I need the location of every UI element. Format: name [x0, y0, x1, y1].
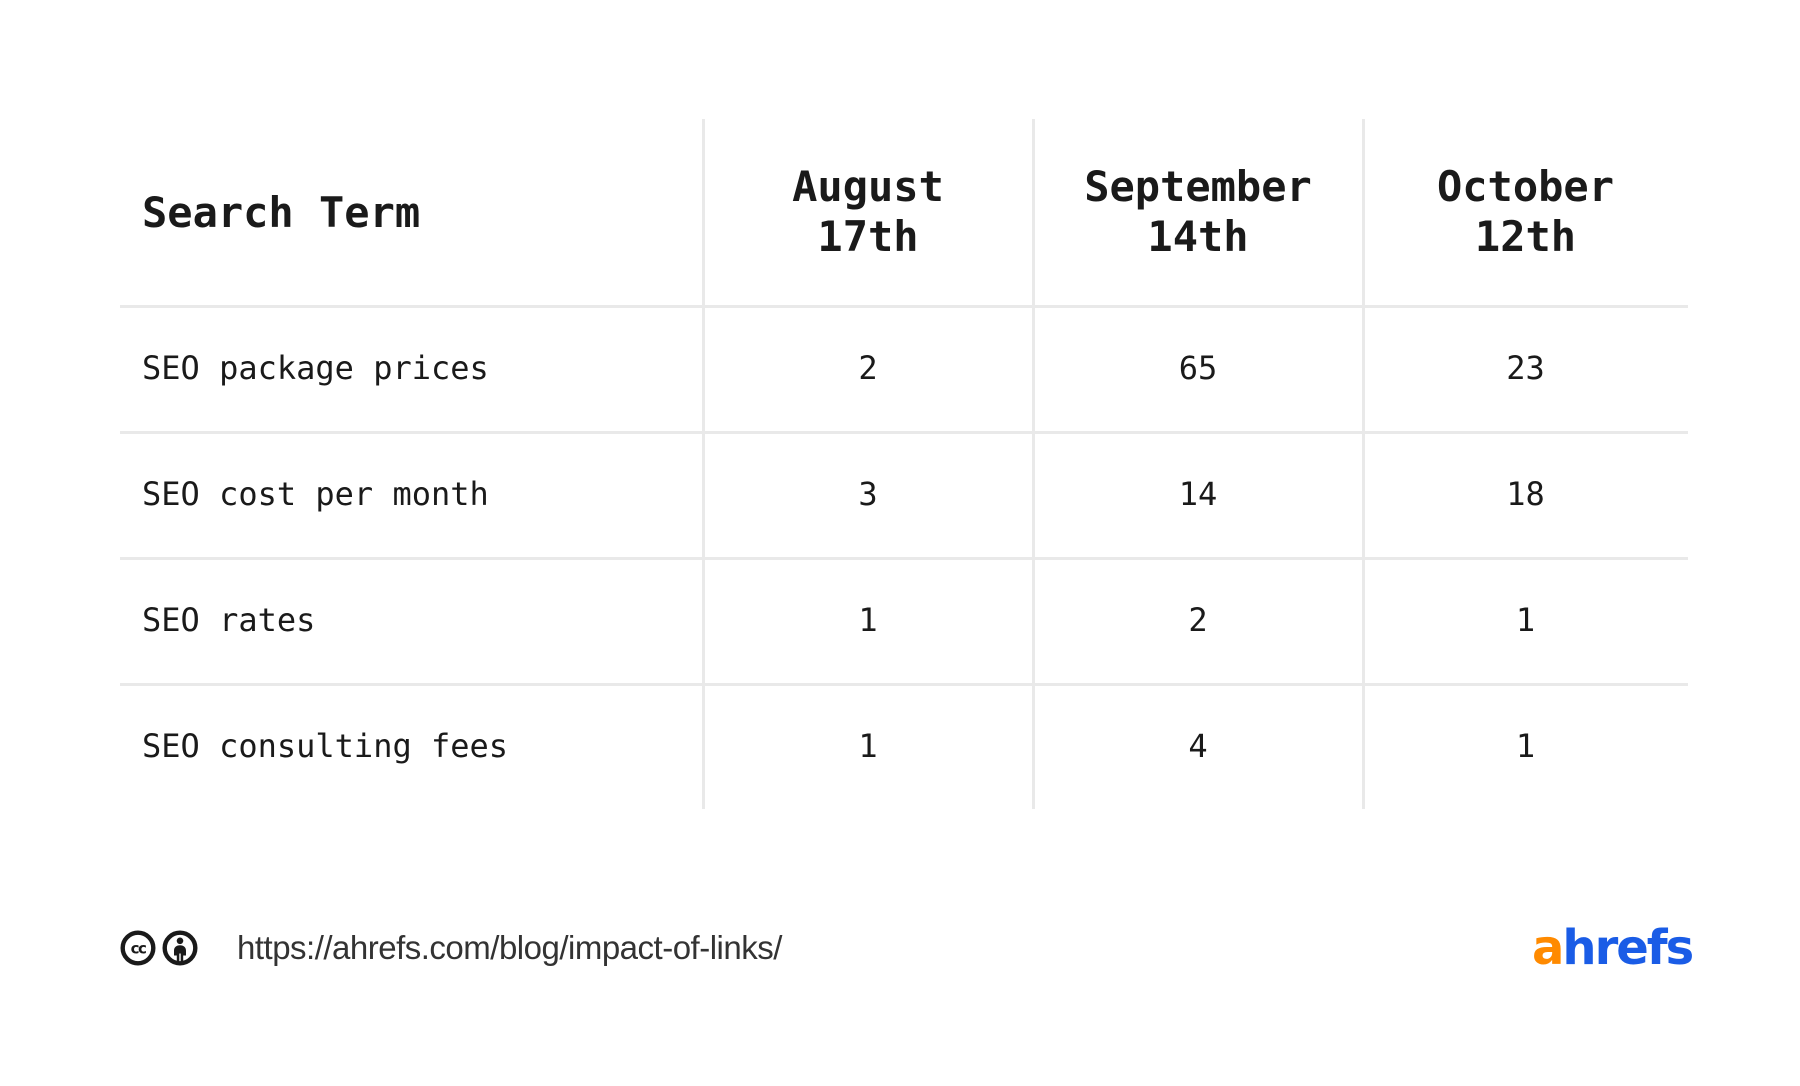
cell-seo-consulting-fees-aug: 1 — [858, 727, 878, 765]
search-rankings-table: Search Term August 17th September 14th O… — [120, 119, 1688, 809]
row-divider-line — [120, 683, 1688, 686]
cell-seo-cost-per-month-sep: 14 — [1178, 475, 1218, 513]
row-label-seo-rates: SEO rates — [142, 601, 316, 639]
row-label-seo-consulting-fees: SEO consulting fees — [142, 727, 509, 765]
cell-seo-consulting-fees-oct: 1 — [1515, 727, 1536, 765]
ahrefs-logo-hrefs: hrefs — [1562, 920, 1694, 976]
cell-seo-rates-aug: 1 — [858, 601, 878, 639]
cell-seo-package-prices-oct: 23 — [1506, 349, 1545, 387]
row-label-seo-package-prices: SEO package prices — [142, 349, 489, 387]
cell-seo-package-prices-sep: 65 — [1178, 349, 1218, 387]
column-header-october-12th: October 12th — [1436, 162, 1614, 261]
row-label-seo-cost-per-month: SEO cost per month — [142, 475, 489, 513]
column-header-september-14th: September 14th — [1084, 162, 1312, 261]
cell-seo-consulting-fees-sep: 4 — [1188, 727, 1208, 765]
cc-icon-letters: cc — [131, 939, 146, 957]
source-url: https://ahrefs.com/blog/impact-of-links/ — [237, 929, 782, 966]
cell-seo-rates-oct: 1 — [1515, 601, 1536, 639]
column-divider-line — [1032, 119, 1035, 809]
cell-seo-cost-per-month-oct: 18 — [1506, 475, 1545, 513]
cc-icon: cc — [120, 930, 156, 966]
column-divider-line — [702, 119, 705, 809]
ahrefs-logo-a: a — [1532, 920, 1564, 976]
column-header-search-term: Search Term — [142, 187, 421, 237]
table-grid: Search Term August 17th September 14th O… — [120, 119, 1688, 809]
attribution-icon — [162, 930, 198, 966]
cell-seo-package-prices-aug: 2 — [858, 349, 878, 387]
row-divider-line — [120, 431, 1688, 434]
column-header-august-17th: August 17th — [792, 162, 944, 261]
ahrefs-logo: ahrefs — [1532, 920, 1694, 976]
cell-seo-cost-per-month-aug: 3 — [858, 475, 878, 513]
row-divider-line — [120, 305, 1688, 308]
row-divider-line — [120, 557, 1688, 560]
cell-seo-rates-sep: 2 — [1188, 601, 1208, 639]
column-divider-line — [1362, 119, 1365, 809]
